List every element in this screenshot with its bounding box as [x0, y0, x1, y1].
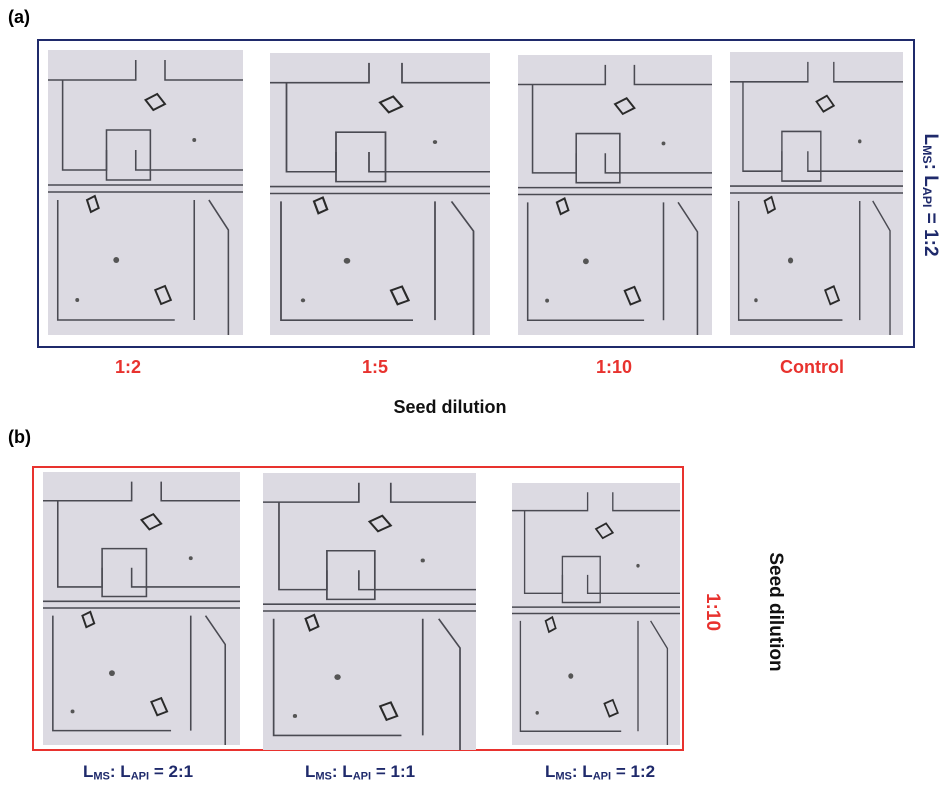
axis-label: Seed dilution	[393, 397, 506, 417]
subscript: API	[920, 187, 934, 208]
micrograph	[43, 472, 240, 745]
label-part: : L	[110, 762, 131, 781]
ratio-label: LMS: LAPI = 2:1	[83, 762, 193, 782]
page: (a) 1:2 1:5 1:10 Control Seed dilution (…	[0, 0, 946, 789]
micrograph	[270, 53, 490, 335]
label-part: : L	[920, 164, 941, 188]
micrograph	[512, 483, 680, 745]
label-part: L	[920, 133, 941, 145]
image-label: 1:5	[362, 357, 388, 377]
label-part: = 2:1	[149, 762, 193, 781]
subscript: MS	[315, 771, 332, 783]
figure: (a) 1:2 1:5 1:10 Control Seed dilution (…	[0, 0, 946, 789]
panel-label: (a)	[8, 7, 30, 27]
image-label: Control	[780, 357, 844, 377]
side-title: Seed dilution	[765, 552, 786, 671]
ratio-label: LMS: LAPI = 1:1	[305, 762, 415, 782]
label-part: = 1:1	[371, 762, 415, 781]
micrograph	[48, 50, 243, 335]
micrograph	[730, 52, 903, 335]
panel-label: (b)	[8, 427, 31, 447]
label-part: = 1:2	[611, 762, 655, 781]
image-label: 1:10	[596, 357, 632, 377]
label-part: = 1:2	[920, 207, 941, 256]
label-part: L	[545, 762, 555, 781]
subscript: API	[131, 771, 149, 783]
label-part: L	[305, 762, 315, 781]
micrograph	[263, 473, 476, 750]
subscript: MS	[93, 771, 110, 783]
label-part: : L	[572, 762, 593, 781]
subscript: API	[353, 771, 371, 783]
ratio-label: LMS: LAPI = 1:2	[545, 762, 655, 782]
ratio-label: LMS: LAPI = 1:2	[920, 133, 941, 256]
subscript: MS	[920, 145, 934, 164]
label-part: : L	[332, 762, 353, 781]
micrograph	[518, 55, 712, 335]
subscript: MS	[555, 771, 572, 783]
image-label: 1:2	[115, 357, 141, 377]
label-part: L	[83, 762, 93, 781]
side-label: 1:10	[702, 593, 723, 631]
subscript: API	[593, 771, 611, 783]
